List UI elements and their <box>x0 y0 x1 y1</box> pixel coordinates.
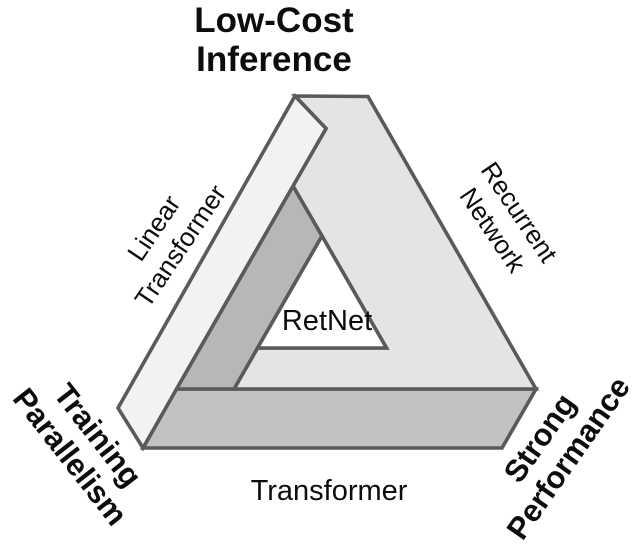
title-line1: Low-Cost <box>194 1 354 40</box>
label-transformer: Transformer <box>250 475 408 507</box>
title-low-cost-inference: Low-Cost Inference <box>194 1 353 79</box>
penrose-left-beam-face <box>115 93 329 452</box>
penrose-bottom-beam-face <box>139 387 540 450</box>
title-line2: Inference <box>196 40 352 79</box>
penrose-triangle-group <box>115 93 540 452</box>
penrose-inner-hole <box>254 232 390 350</box>
label-retnet: RetNet <box>281 305 373 337</box>
